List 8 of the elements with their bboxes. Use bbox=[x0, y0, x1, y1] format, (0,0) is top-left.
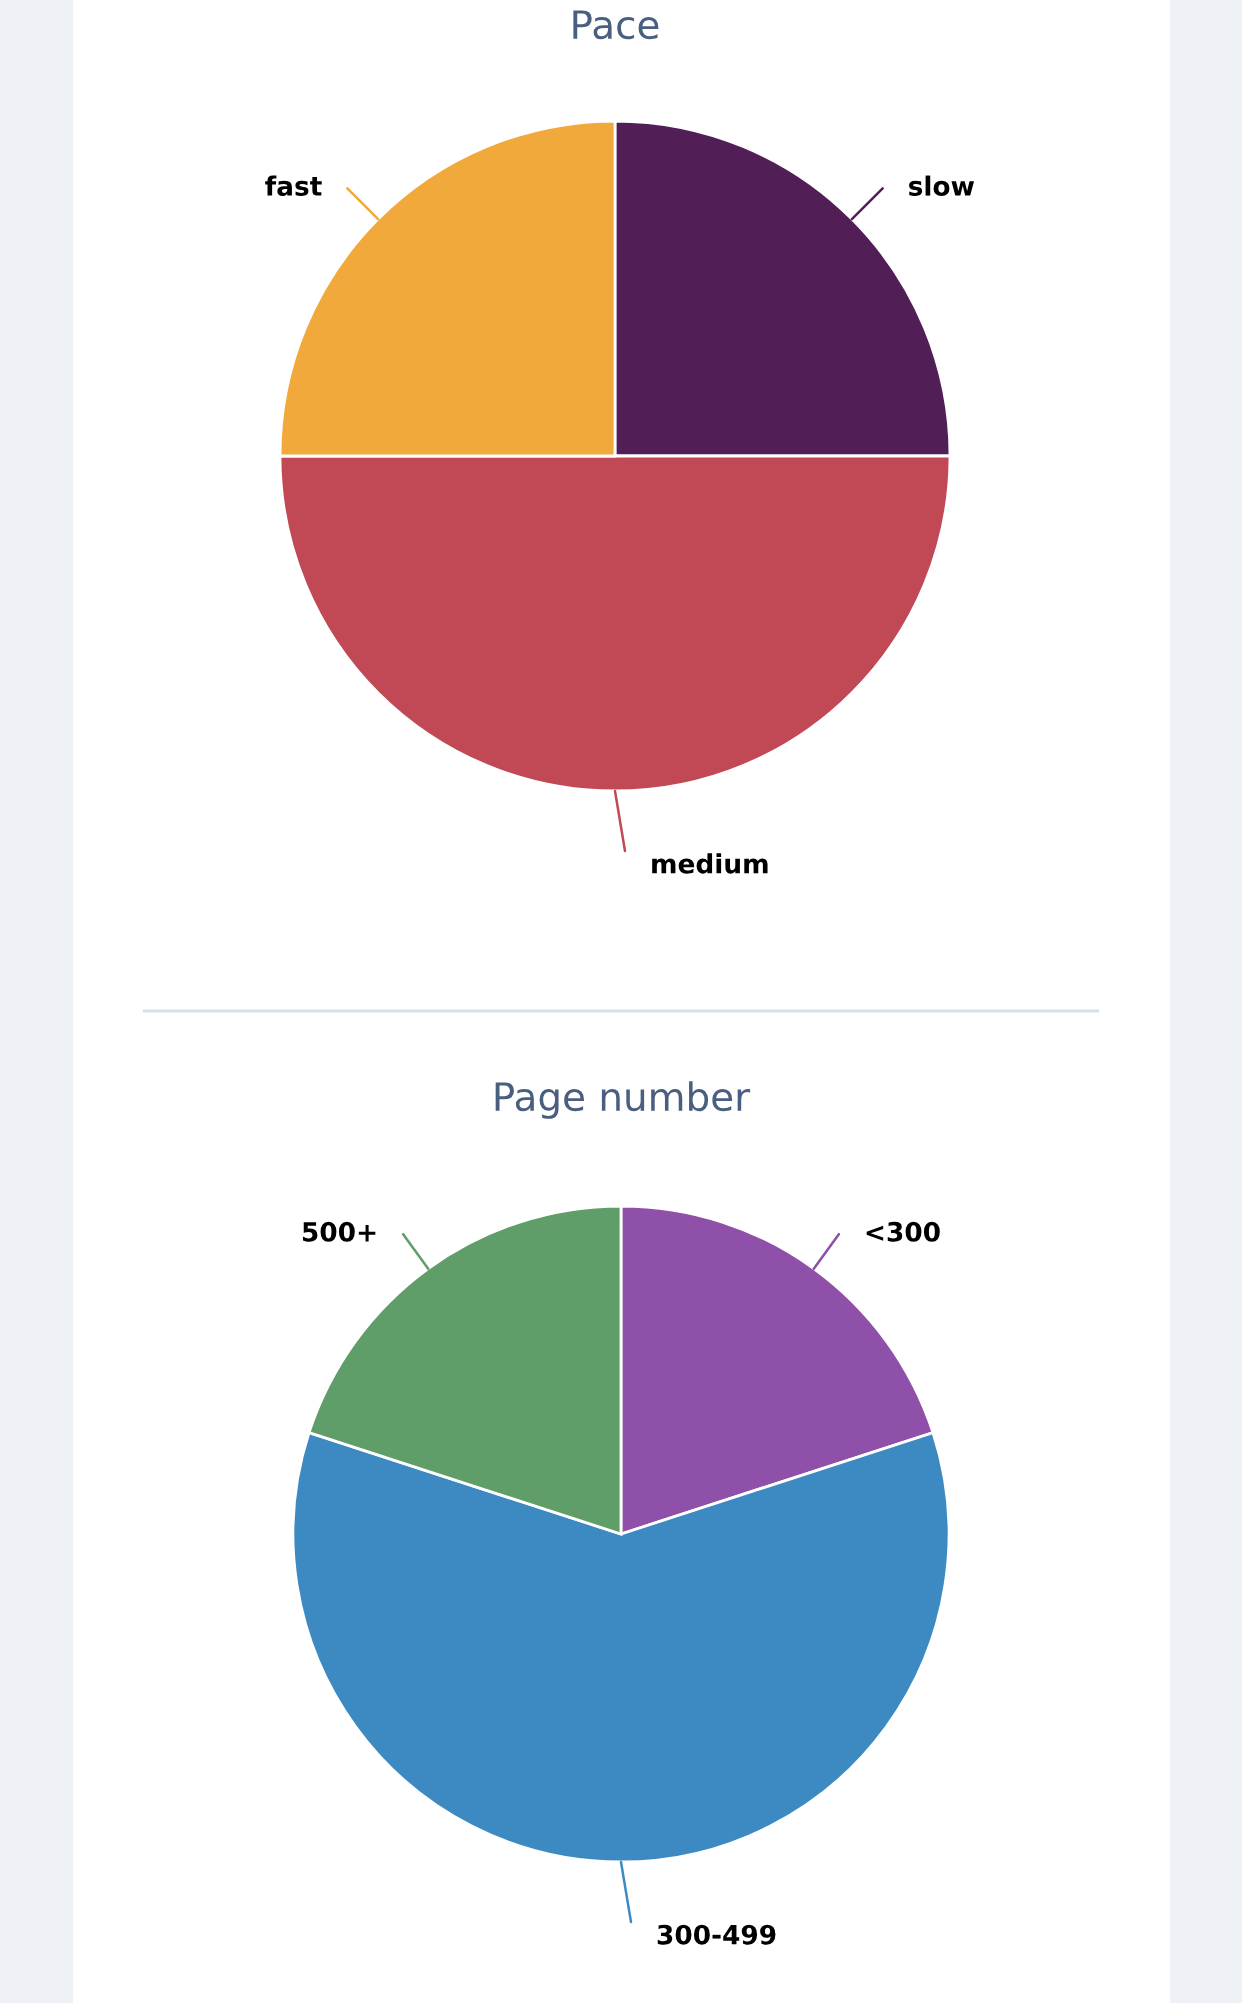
slice-label: 500+ bbox=[302, 1221, 376, 1242]
slice-label: 300-499 bbox=[657, 1924, 776, 1945]
slice-label: slow bbox=[909, 175, 975, 196]
slice-label: medium bbox=[652, 853, 768, 874]
slice-label: <300 bbox=[866, 1221, 940, 1242]
slice-label: fast bbox=[265, 175, 322, 196]
chart-title: Page number bbox=[495, 1081, 751, 1119]
chart-title: Pace bbox=[573, 10, 659, 40]
